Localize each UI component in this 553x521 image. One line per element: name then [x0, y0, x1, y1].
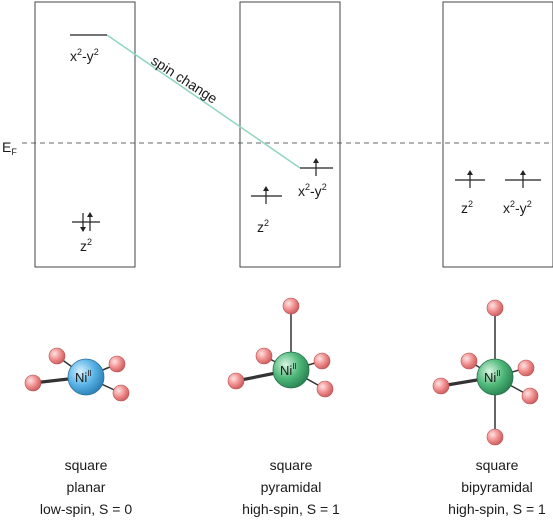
caption-panel2-line1: square	[270, 457, 313, 473]
ligand-atom	[460, 352, 478, 370]
metal-atom-ni	[67, 358, 105, 396]
level-label-x2-y2-panel1: x2-y2	[70, 47, 99, 64]
ligand-atom	[282, 297, 300, 315]
ligand-atom	[432, 377, 450, 395]
fermi-level-label: EF	[2, 139, 17, 157]
caption-panel3-line3: high-spin, S = 1	[448, 501, 546, 517]
ligand-atom	[227, 372, 245, 390]
level-label-z2-panel1: z2	[80, 237, 92, 254]
molecule-square-planar: NiII	[24, 347, 130, 402]
metal-atom-ni	[476, 358, 514, 396]
level-label-z2-panel2: z2	[257, 218, 269, 235]
metal-label: NiII	[280, 362, 297, 378]
panel-box-1	[34, 1, 136, 268]
level-z2-panel2	[251, 186, 282, 204]
ligand-atom	[24, 374, 42, 392]
caption-panel2-line2: pyramidal	[261, 479, 322, 495]
caption-panel2-line3: high-spin, S = 1	[242, 501, 340, 517]
spin-change-line	[106, 34, 301, 169]
level-x2-y2-panel2	[300, 158, 333, 176]
caption-panel1-line1: square	[65, 457, 108, 473]
ligand-atom	[255, 347, 273, 365]
level-x2-y2-panel3	[505, 170, 541, 188]
metal-label: NiII	[75, 369, 92, 385]
ligand-atom	[108, 355, 126, 373]
metal-label: NiII	[484, 369, 501, 385]
ligand-atom	[313, 352, 331, 370]
panel-box-2	[239, 1, 341, 268]
caption-panel1-line2: planar	[67, 479, 106, 495]
level-z2-panel3	[455, 170, 485, 188]
ligand-atom	[316, 380, 334, 398]
spin-change-label: spin change	[148, 52, 220, 107]
ligand-atom	[517, 359, 535, 377]
ligand-atom	[486, 428, 504, 446]
caption-panel3-line2: bipyramidal	[461, 479, 533, 495]
molecule-square-pyramidal: NiII	[227, 297, 334, 398]
level-label-x2-y2-panel3: x2-y2	[503, 199, 532, 216]
panel-box-3	[442, 1, 553, 268]
ligand-atom	[486, 299, 504, 317]
caption-panel1-line3: low-spin, S = 0	[40, 501, 132, 517]
ligand-atom	[521, 387, 539, 405]
molecule-square-bipyramidal: NiII	[432, 299, 539, 446]
metal-atom-ni	[272, 351, 310, 389]
ligand-atom	[112, 384, 130, 402]
ligand-atom	[48, 347, 66, 365]
caption-panel3-line1: square	[476, 457, 519, 473]
level-z2-panel1	[72, 212, 100, 232]
level-label-z2-panel3: z2	[461, 199, 473, 216]
level-label-x2-y2-panel2: x2-y2	[298, 182, 327, 199]
